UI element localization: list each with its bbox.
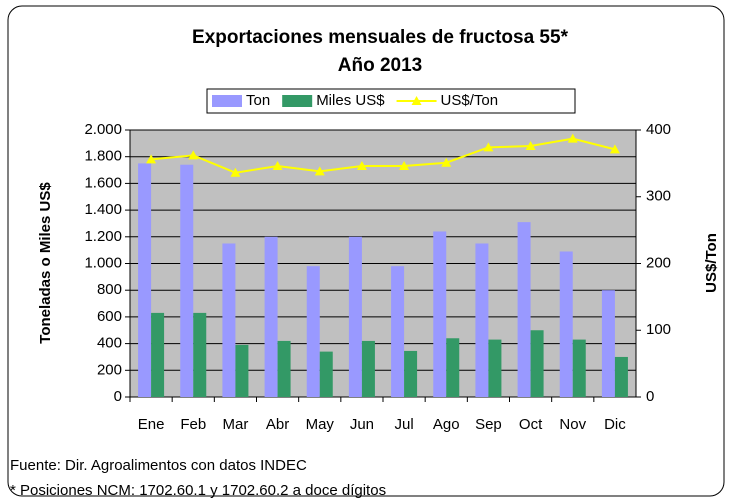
x-tick-label: Abr	[266, 416, 289, 433]
bar	[151, 312, 165, 397]
line-marker	[399, 161, 410, 171]
bar	[306, 266, 320, 397]
line-marker	[230, 167, 241, 177]
footnote: * Posiciones NCM: 1702.60.1 y 1702.60.2 …	[10, 482, 386, 499]
line-marker	[272, 161, 283, 171]
x-tick-label: Dic	[604, 416, 626, 433]
chart-subtitle: Año 2013	[338, 55, 422, 76]
line-marker	[441, 157, 452, 167]
bar	[319, 351, 333, 397]
bar	[446, 338, 460, 397]
bar	[180, 164, 194, 397]
bar	[475, 243, 489, 397]
bar	[235, 344, 249, 397]
y2-tick-label: 300	[646, 188, 671, 205]
bar	[572, 339, 586, 397]
y-tick-label: 1.600	[84, 174, 122, 191]
y-tick-label: 200	[97, 361, 122, 378]
y-tick-label: 800	[97, 281, 122, 298]
line-marker	[188, 150, 199, 160]
line-marker	[525, 141, 536, 151]
y-tick-label: 1.800	[84, 148, 122, 165]
legend-label: US$/Ton	[441, 92, 499, 109]
x-tick-label: Ago	[433, 416, 460, 433]
x-tick-label: Feb	[180, 416, 206, 433]
line	[150, 137, 616, 174]
line-marker	[483, 142, 494, 152]
bar	[348, 236, 362, 397]
x-tick-label: Nov	[559, 416, 586, 433]
bar	[601, 290, 615, 397]
legend: Ton Miles US$ US$/Ton	[212, 92, 498, 109]
legend-marker	[411, 96, 422, 105]
bar	[391, 266, 405, 397]
bar	[614, 356, 628, 397]
x-tick-label: Mar	[222, 416, 248, 433]
bar	[517, 222, 531, 397]
y2-tick-label: 400	[646, 121, 671, 138]
x-tick-label: Sep	[475, 416, 502, 433]
y2-tick-label: 100	[646, 321, 671, 338]
x-tick-label: Jul	[394, 416, 413, 433]
y-tick-label: 0	[114, 388, 122, 405]
y2-axis-title: US$/Ton	[703, 233, 720, 293]
y-tick-label: 400	[97, 335, 122, 352]
bar	[264, 236, 278, 397]
y-tick-label: 1.200	[84, 228, 122, 245]
x-tick-label: Jun	[350, 416, 374, 433]
source-note: Fuente: Dir. Agroalimentos con datos IND…	[10, 457, 307, 474]
y-axis-title: Toneladas o Miles US$	[37, 182, 54, 344]
x-tick-label: May	[306, 416, 335, 433]
bar	[488, 339, 502, 397]
y-tick-label: 600	[97, 308, 122, 325]
legend-swatch	[212, 95, 242, 107]
legend-label: Ton	[246, 92, 270, 109]
line-marker	[146, 154, 157, 164]
bar	[361, 340, 375, 397]
line-marker	[356, 161, 367, 171]
y2-tick-label: 200	[646, 254, 671, 271]
y-tick-label: 1.000	[84, 254, 122, 271]
bar	[277, 340, 291, 397]
bar	[222, 243, 236, 397]
x-tick-label: Ene	[138, 416, 165, 433]
y2-tick-label: 0	[646, 388, 654, 405]
line-marker	[609, 144, 620, 154]
bar	[530, 330, 544, 397]
bar	[559, 251, 573, 397]
chart-title: Exportaciones mensuales de fructosa 55*	[192, 27, 569, 48]
legend-label: Miles US$	[316, 92, 385, 109]
y-tick-label: 2.000	[84, 121, 122, 138]
legend-swatch	[282, 95, 313, 107]
legend-box	[206, 88, 576, 114]
bar	[138, 163, 152, 397]
x-tick-label: Oct	[519, 416, 543, 433]
bar	[404, 350, 418, 397]
bar	[193, 312, 207, 397]
line-marker	[314, 166, 325, 176]
y-tick-label: 1.400	[84, 201, 122, 218]
bar	[433, 231, 447, 397]
line-marker	[567, 133, 578, 143]
